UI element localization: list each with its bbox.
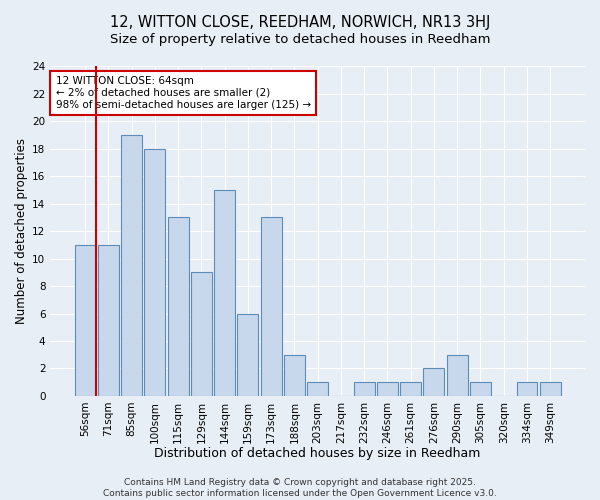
Bar	[424, 368, 445, 396]
Y-axis label: Number of detached properties: Number of detached properties	[15, 138, 28, 324]
Bar	[284, 354, 305, 396]
Bar	[353, 382, 374, 396]
Bar	[400, 382, 421, 396]
Text: Contains HM Land Registry data © Crown copyright and database right 2025.
Contai: Contains HM Land Registry data © Crown c…	[103, 478, 497, 498]
Bar	[191, 272, 212, 396]
Bar	[307, 382, 328, 396]
Text: 12 WITTON CLOSE: 64sqm
← 2% of detached houses are smaller (2)
98% of semi-detac: 12 WITTON CLOSE: 64sqm ← 2% of detached …	[56, 76, 311, 110]
Bar	[98, 245, 119, 396]
Bar	[470, 382, 491, 396]
Bar	[447, 354, 467, 396]
Bar	[121, 135, 142, 396]
Bar	[238, 314, 259, 396]
Text: 12, WITTON CLOSE, REEDHAM, NORWICH, NR13 3HJ: 12, WITTON CLOSE, REEDHAM, NORWICH, NR13…	[110, 15, 490, 30]
Text: Size of property relative to detached houses in Reedham: Size of property relative to detached ho…	[110, 32, 490, 46]
Bar	[74, 245, 95, 396]
Bar	[167, 218, 188, 396]
X-axis label: Distribution of detached houses by size in Reedham: Distribution of detached houses by size …	[154, 447, 481, 460]
Bar	[214, 190, 235, 396]
Bar	[517, 382, 538, 396]
Bar	[540, 382, 560, 396]
Bar	[145, 149, 165, 396]
Bar	[260, 218, 281, 396]
Bar	[377, 382, 398, 396]
